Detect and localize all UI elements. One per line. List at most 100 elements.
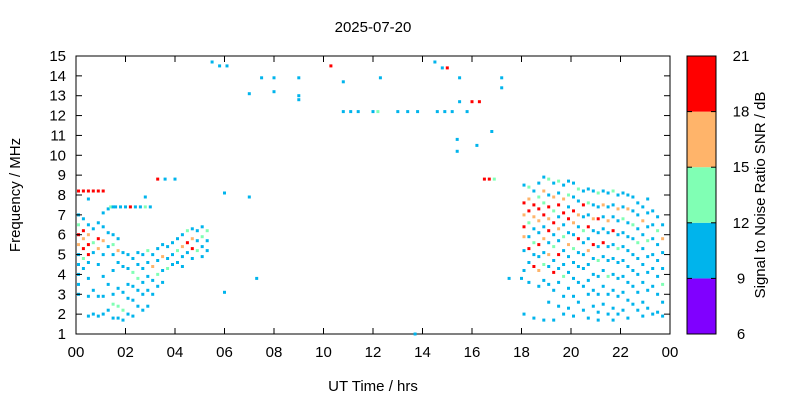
data-point — [522, 312, 526, 316]
data-point — [651, 237, 655, 241]
data-point — [492, 177, 496, 181]
data-point — [96, 221, 100, 225]
data-point — [413, 332, 417, 336]
data-point — [547, 229, 551, 233]
data-point — [542, 278, 546, 282]
data-point — [91, 189, 95, 193]
data-point — [591, 217, 595, 221]
data-point — [576, 237, 580, 241]
data-point — [141, 267, 145, 270]
y-tick-label: 1 — [58, 326, 66, 343]
data-point — [557, 280, 561, 284]
data-point — [435, 110, 439, 114]
data-point — [572, 221, 575, 225]
data-point — [156, 272, 160, 276]
data-point — [611, 189, 615, 193]
data-point — [163, 177, 167, 181]
data-point — [111, 269, 115, 272]
data-point — [576, 265, 580, 268]
data-point — [166, 267, 170, 270]
data-point — [606, 292, 610, 296]
data-point — [522, 183, 526, 187]
data-point — [562, 274, 566, 278]
data-point — [195, 249, 199, 253]
data-point — [572, 209, 575, 213]
data-point — [641, 280, 645, 284]
data-point — [119, 205, 122, 209]
data-point — [552, 181, 556, 185]
data-point — [542, 263, 546, 266]
data-point — [547, 205, 551, 209]
data-point — [611, 243, 615, 247]
data-point — [151, 292, 155, 296]
data-point — [557, 179, 561, 183]
data-point — [631, 302, 635, 306]
data-point — [532, 203, 536, 207]
data-point — [646, 197, 650, 201]
data-point — [218, 64, 222, 68]
data-point — [490, 130, 494, 133]
data-point — [547, 193, 551, 197]
data-point — [131, 270, 135, 274]
data-point — [542, 213, 546, 217]
data-point — [96, 314, 100, 318]
data-point — [106, 282, 110, 286]
x-tick-label: 08 — [266, 344, 283, 361]
data-point — [631, 284, 635, 288]
data-point — [596, 205, 600, 209]
data-point — [606, 259, 610, 262]
data-point — [572, 247, 575, 251]
data-point — [616, 233, 620, 237]
data-point — [349, 110, 353, 114]
data-point — [621, 245, 625, 249]
data-point — [116, 316, 120, 320]
data-point — [126, 267, 130, 270]
data-point — [547, 300, 551, 304]
data-point — [433, 60, 437, 64]
data-point — [601, 189, 605, 193]
data-point — [656, 310, 660, 314]
data-point — [606, 191, 610, 195]
data-point — [77, 282, 80, 286]
data-point — [621, 205, 625, 209]
data-point — [156, 247, 160, 251]
data-point — [458, 76, 462, 80]
data-point — [121, 308, 125, 312]
data-point — [661, 223, 665, 227]
data-point — [576, 300, 580, 304]
data-point — [124, 205, 127, 209]
data-point — [572, 276, 575, 280]
data-point — [542, 318, 546, 322]
data-point — [562, 249, 566, 253]
data-point — [572, 195, 575, 199]
data-point — [621, 217, 625, 221]
data-point — [636, 213, 640, 217]
colorbar-tick-label: 6 — [737, 326, 745, 343]
data-point — [458, 100, 462, 104]
data-point — [596, 245, 600, 249]
data-point — [136, 276, 140, 280]
data-point — [567, 243, 570, 247]
data-point — [141, 308, 145, 312]
data-point — [616, 312, 620, 316]
data-point — [591, 189, 595, 193]
data-point — [537, 195, 541, 199]
data-point — [91, 312, 95, 316]
data-point — [611, 272, 615, 276]
data-point — [527, 209, 531, 213]
y-tick-label: 7 — [58, 207, 66, 224]
data-point — [611, 203, 615, 207]
data-point — [542, 251, 546, 255]
data-point — [527, 185, 531, 189]
data-point — [591, 272, 595, 276]
data-point — [86, 253, 90, 257]
data-point — [146, 249, 150, 253]
data-point — [77, 263, 80, 266]
data-point — [96, 263, 100, 266]
data-point — [532, 253, 536, 257]
data-point — [537, 284, 541, 288]
y-tick-label: 12 — [49, 108, 66, 125]
data-point — [661, 300, 665, 304]
colorbar-tick-label: 12 — [733, 215, 750, 232]
colorbar-bin — [687, 167, 716, 223]
